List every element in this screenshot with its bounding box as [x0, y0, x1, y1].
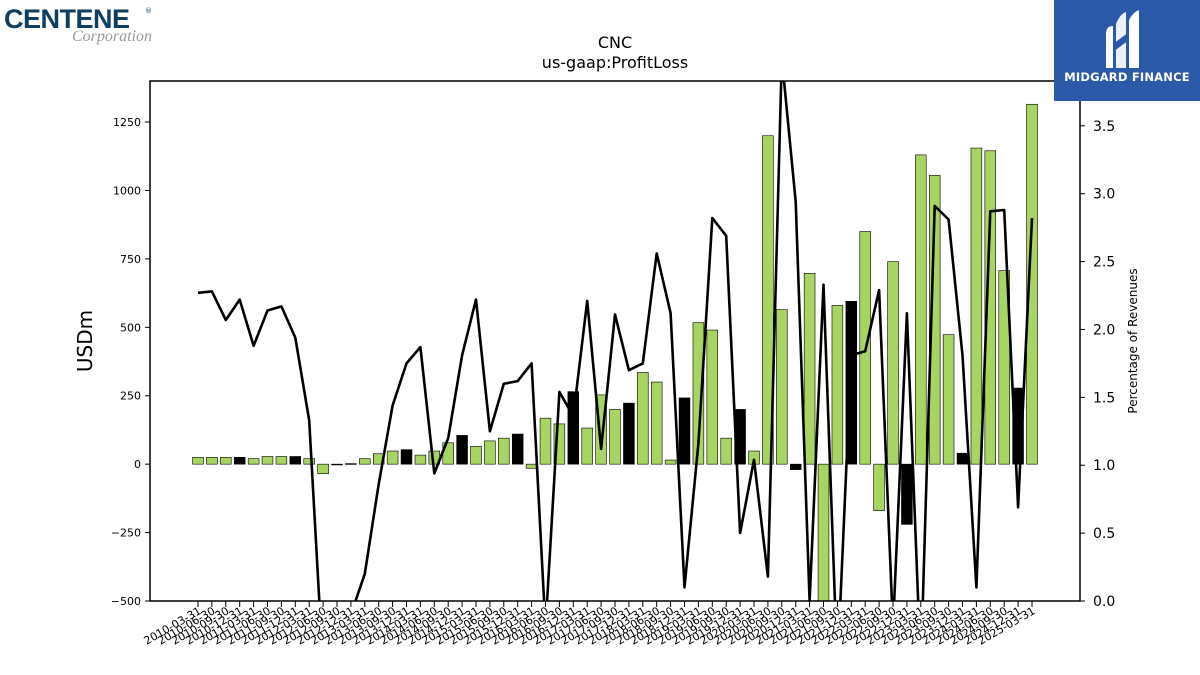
bar — [789, 463, 802, 470]
y-tick-label: 500 — [120, 321, 141, 334]
bar — [498, 437, 510, 465]
bar — [400, 449, 413, 465]
bar — [998, 270, 1010, 465]
bar — [831, 305, 844, 465]
midgard-finance-logo: MIDGARD FINANCE — [1054, 0, 1200, 101]
bar — [317, 463, 329, 475]
bar — [901, 463, 913, 525]
y-axis-label: USDm — [73, 310, 97, 372]
bar — [289, 456, 302, 465]
bar — [456, 435, 468, 465]
bar — [484, 440, 496, 465]
left-axis: −500 −250 0 250 500 750 1000 1250 — [111, 116, 150, 608]
bar — [970, 147, 983, 465]
bar — [233, 457, 246, 465]
bar — [414, 454, 427, 465]
bar — [359, 458, 371, 465]
bar — [345, 463, 357, 465]
y-tick-label: 1000 — [113, 184, 141, 197]
bar — [637, 372, 649, 465]
bar — [567, 391, 580, 465]
bar — [331, 463, 343, 466]
bar — [386, 450, 399, 465]
bar — [192, 457, 204, 465]
bar — [1012, 387, 1024, 465]
bar — [511, 433, 524, 465]
bar — [873, 463, 885, 511]
bar — [928, 175, 941, 465]
y-tick-label: 750 — [120, 253, 141, 266]
y-tick-label: −250 — [111, 527, 141, 540]
y2-tick-label: 1.5 — [1093, 390, 1115, 406]
bar — [595, 394, 607, 465]
bar — [887, 261, 899, 465]
bar — [942, 334, 955, 465]
bar — [762, 135, 774, 465]
bar — [720, 437, 732, 465]
registered-mark: ® — [145, 7, 152, 15]
bar — [220, 457, 232, 465]
bar — [692, 322, 705, 465]
bar — [470, 446, 482, 465]
bar — [664, 459, 677, 465]
chart-subtitle: us-gaap:ProfitLoss — [542, 53, 688, 72]
y2-tick-label: 2.0 — [1093, 322, 1115, 338]
midgard-finance-text: MIDGARD FINANCE — [1064, 70, 1190, 84]
bar — [1026, 103, 1038, 465]
y-tick-label: −500 — [111, 595, 141, 608]
midgard-emblem-icon — [1106, 10, 1139, 68]
x-axis: 2010-03-312010-06-302010-09-302010-12-31… — [142, 601, 1038, 648]
bar — [817, 463, 830, 602]
bar — [984, 150, 997, 465]
y2-tick-label: 3.0 — [1093, 187, 1115, 203]
bar — [581, 427, 593, 465]
centene-logo: CENTENE ® Corporation — [4, 4, 184, 48]
bar — [206, 457, 218, 465]
y2-tick-label: 0.5 — [1093, 526, 1115, 542]
bar — [956, 452, 969, 465]
centene-logo-subtitle: Corporation — [72, 28, 153, 45]
bar — [706, 329, 719, 465]
bar — [261, 456, 274, 465]
plot-frame — [149, 80, 1081, 602]
bar — [803, 273, 816, 465]
bar — [915, 154, 927, 465]
bar — [623, 402, 635, 465]
y-tick-label: 1250 — [113, 116, 141, 129]
bar — [525, 463, 538, 469]
percent-of-revenues-line — [197, 81, 1034, 601]
y-tick-label: 0 — [134, 458, 141, 471]
centene-logo-text: CENTENE — [4, 4, 130, 34]
bar — [539, 417, 552, 465]
y2-tick-label: 2.5 — [1093, 255, 1115, 271]
bar-series — [192, 103, 1038, 602]
bar — [650, 381, 663, 465]
y2-tick-label: 0.0 — [1093, 594, 1115, 610]
line-series — [197, 81, 1034, 601]
chart-title: CNC — [598, 33, 632, 52]
bar — [776, 309, 788, 465]
bar — [553, 423, 566, 465]
bar — [303, 458, 315, 465]
bar — [275, 456, 288, 465]
y2-tick-label: 1.0 — [1093, 458, 1115, 474]
y-tick-label: 250 — [120, 390, 141, 403]
right-axis: 0.0 0.5 1.0 1.5 2.0 2.5 3.0 3.5 — [1080, 119, 1115, 610]
y2-tick-label: 3.5 — [1093, 119, 1115, 135]
bar — [247, 458, 260, 465]
bar — [678, 397, 691, 465]
bar — [609, 409, 621, 465]
y2-axis-label: Percentage of Revenues — [1126, 268, 1140, 413]
